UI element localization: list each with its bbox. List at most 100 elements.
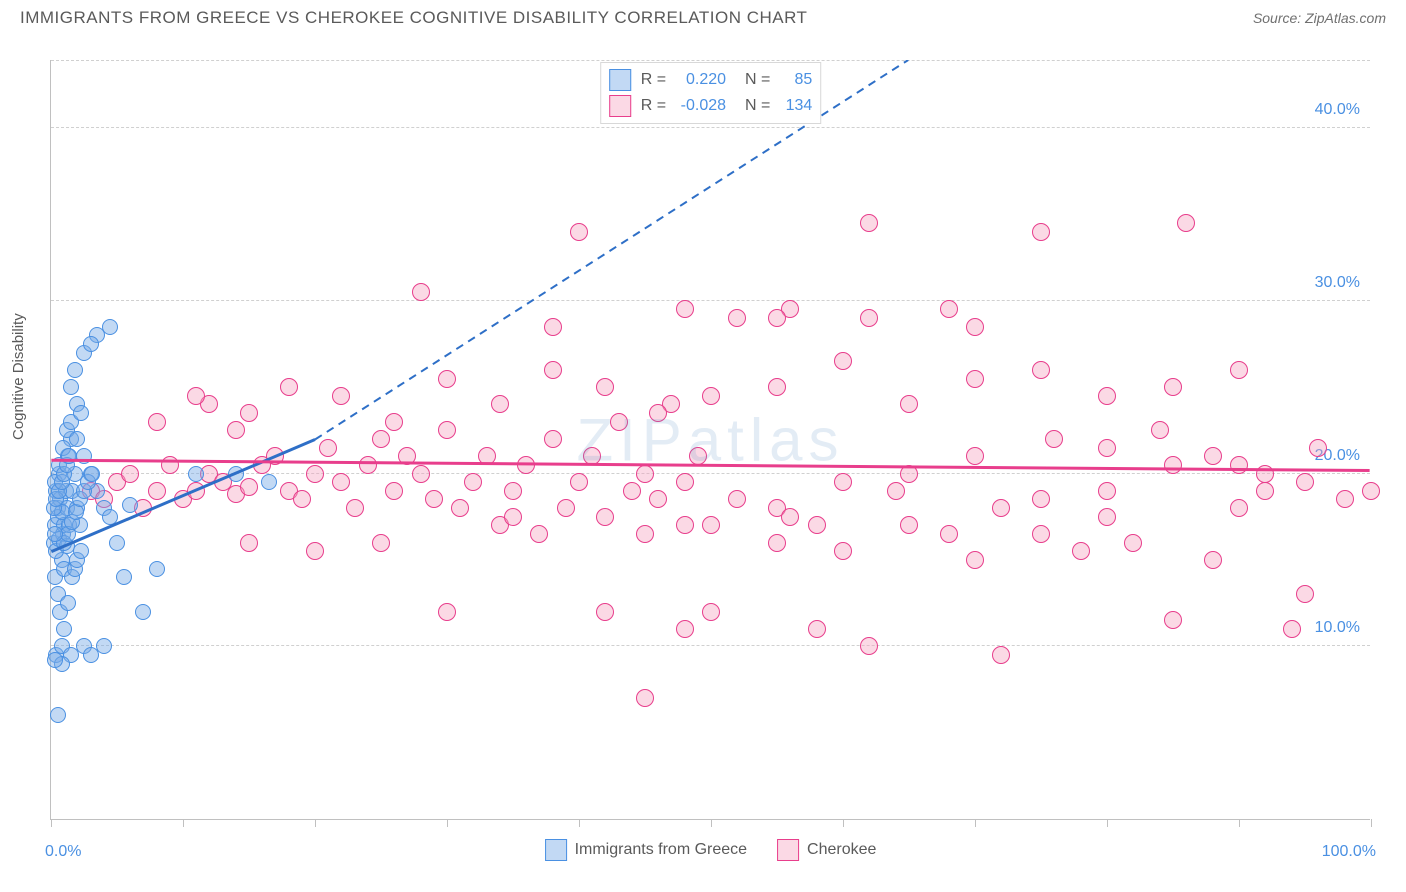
data-point [240, 404, 258, 422]
data-point [966, 318, 984, 336]
data-point [992, 499, 1010, 517]
data-point [148, 413, 166, 431]
data-point [187, 387, 205, 405]
correlation-legend: R = 0.220 N = 85 R = -0.028 N = 134 [600, 62, 822, 124]
data-point [781, 508, 799, 526]
data-point [900, 516, 918, 534]
data-point [676, 516, 694, 534]
data-point [451, 499, 469, 517]
data-point [293, 490, 311, 508]
data-point [240, 534, 258, 552]
y-tick-label: 30.0% [1315, 274, 1360, 292]
data-point [1072, 542, 1090, 560]
data-point [1032, 223, 1050, 241]
data-point [346, 499, 364, 517]
data-point [261, 474, 277, 490]
data-point [517, 456, 535, 474]
data-point [149, 561, 165, 577]
trend-lines [51, 60, 1370, 819]
data-point [596, 508, 614, 526]
data-point [1164, 611, 1182, 629]
data-point [808, 620, 826, 638]
data-point [47, 652, 63, 668]
series-legend: Immigrants from Greece Cherokee [545, 839, 877, 861]
data-point [1362, 482, 1380, 500]
x-tick [51, 819, 52, 827]
data-point [570, 473, 588, 491]
data-point [385, 482, 403, 500]
data-point [135, 604, 151, 620]
grid-line [51, 127, 1370, 128]
data-point [266, 447, 284, 465]
data-point [67, 362, 83, 378]
data-point [161, 456, 179, 474]
data-point [768, 378, 786, 396]
data-point [992, 646, 1010, 664]
data-point [504, 482, 522, 500]
data-point [768, 309, 786, 327]
data-point [76, 448, 92, 464]
data-point [768, 534, 786, 552]
data-point [900, 395, 918, 413]
data-point [438, 421, 456, 439]
data-point [438, 370, 456, 388]
data-point [834, 542, 852, 560]
data-point [728, 309, 746, 327]
data-point [1336, 490, 1354, 508]
data-point [478, 447, 496, 465]
data-point [228, 466, 244, 482]
data-point [73, 543, 89, 559]
grid-line [51, 300, 1370, 301]
data-point [306, 542, 324, 560]
data-point [649, 490, 667, 508]
data-point [860, 637, 878, 655]
n-label: N = [736, 71, 770, 89]
data-point [530, 525, 548, 543]
legend-row-greece: R = 0.220 N = 85 [609, 67, 813, 93]
x-tick [579, 819, 580, 827]
data-point [1164, 378, 1182, 396]
data-point [56, 621, 72, 637]
data-point [570, 223, 588, 241]
data-point [438, 603, 456, 621]
scatter-plot-area: ZIPatlas R = 0.220 N = 85 R = -0.028 N =… [50, 60, 1370, 820]
data-point [240, 478, 258, 496]
chart-header: IMMIGRANTS FROM GREECE VS CHEROKEE COGNI… [0, 0, 1406, 32]
legend-item-greece: Immigrants from Greece [545, 839, 747, 861]
r-label: R = [641, 71, 666, 89]
data-point [649, 404, 667, 422]
data-point [676, 620, 694, 638]
data-point [280, 378, 298, 396]
r-value-greece: 0.220 [676, 71, 726, 89]
data-point [1098, 387, 1116, 405]
data-point [1032, 361, 1050, 379]
data-point [702, 603, 720, 621]
source-attribution: Source: ZipAtlas.com [1253, 10, 1386, 26]
data-point [122, 497, 138, 513]
data-point [504, 508, 522, 526]
data-point [319, 439, 337, 457]
legend-item-cherokee: Cherokee [777, 839, 876, 861]
r-label: R = [641, 97, 666, 115]
data-point [966, 551, 984, 569]
data-point [398, 447, 416, 465]
data-point [372, 534, 390, 552]
data-point [887, 482, 905, 500]
r-value-cherokee: -0.028 [676, 97, 726, 115]
data-point [47, 526, 63, 542]
data-point [1230, 456, 1248, 474]
data-point [1256, 482, 1274, 500]
data-point [102, 319, 118, 335]
data-point [900, 465, 918, 483]
data-point [61, 448, 77, 464]
data-point [372, 430, 390, 448]
data-point [808, 516, 826, 534]
data-point [332, 473, 350, 491]
legend-label-greece: Immigrants from Greece [575, 841, 747, 859]
data-point [702, 516, 720, 534]
x-tick [975, 819, 976, 827]
data-point [1098, 482, 1116, 500]
data-point [610, 413, 628, 431]
swatch-greece [609, 69, 631, 91]
data-point [834, 473, 852, 491]
